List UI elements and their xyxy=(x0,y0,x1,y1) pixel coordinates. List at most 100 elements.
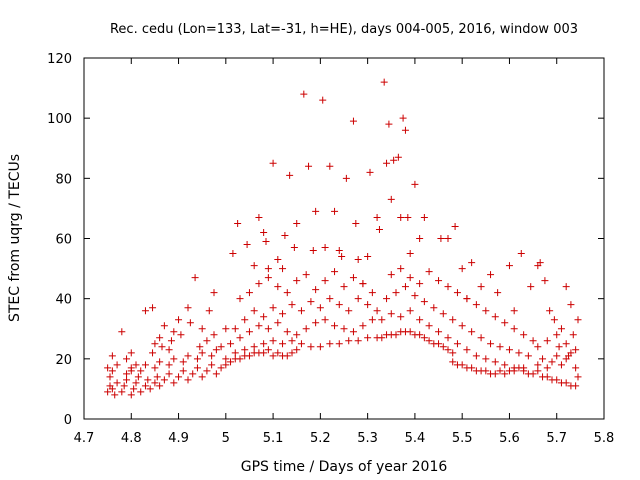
data-point xyxy=(250,343,258,351)
data-point xyxy=(482,367,490,375)
data-point xyxy=(321,244,329,252)
data-point xyxy=(269,337,277,345)
data-point xyxy=(191,274,199,282)
data-point xyxy=(283,289,291,297)
data-point xyxy=(234,219,242,227)
data-point xyxy=(290,244,298,252)
data-point xyxy=(293,331,301,339)
data-point xyxy=(120,382,128,390)
data-point xyxy=(227,340,235,348)
data-point xyxy=(132,361,140,369)
data-point xyxy=(274,319,282,327)
data-point xyxy=(331,268,339,276)
data-point xyxy=(231,349,239,357)
data-point xyxy=(401,126,409,134)
data-point xyxy=(453,340,461,348)
data-point xyxy=(130,385,138,393)
data-point xyxy=(453,289,461,297)
data-point xyxy=(326,340,334,348)
data-point xyxy=(444,235,452,242)
data-point xyxy=(352,219,360,227)
data-point xyxy=(210,289,218,297)
data-point xyxy=(179,358,187,366)
data-point xyxy=(468,259,476,267)
data-point xyxy=(546,307,554,315)
data-point xyxy=(373,213,381,221)
data-point xyxy=(241,346,249,354)
data-point xyxy=(562,283,570,291)
data-point xyxy=(274,349,282,357)
x-tick-label: 5.1 xyxy=(263,431,284,446)
data-point xyxy=(406,328,414,336)
data-point xyxy=(477,334,485,342)
data-point xyxy=(411,292,419,300)
data-point xyxy=(283,328,291,336)
data-point xyxy=(264,274,272,282)
data-point xyxy=(198,373,206,381)
data-point xyxy=(349,328,357,336)
data-point xyxy=(444,346,452,354)
data-point xyxy=(340,325,348,333)
data-point xyxy=(449,349,457,357)
data-point xyxy=(378,316,386,324)
data-point xyxy=(127,349,135,357)
x-tick-label: 5.8 xyxy=(594,431,615,446)
data-point xyxy=(496,343,504,351)
data-point xyxy=(444,334,452,342)
data-point xyxy=(359,322,367,330)
data-point xyxy=(286,171,294,179)
data-point xyxy=(281,231,289,239)
y-tick-label: 40 xyxy=(55,293,72,308)
data-point xyxy=(264,346,272,354)
data-point xyxy=(283,352,291,360)
data-point xyxy=(151,340,159,348)
data-point xyxy=(312,207,320,215)
data-point xyxy=(269,304,277,312)
data-point xyxy=(562,379,570,387)
data-point xyxy=(184,352,192,360)
data-point xyxy=(397,313,405,321)
data-point xyxy=(269,352,277,360)
data-point xyxy=(494,289,502,297)
data-point xyxy=(430,304,438,312)
data-point xyxy=(543,364,551,372)
data-point xyxy=(574,373,582,381)
data-point xyxy=(380,78,388,86)
data-point xyxy=(562,340,570,348)
data-point xyxy=(458,265,466,273)
data-point xyxy=(302,325,310,333)
data-point xyxy=(279,265,287,273)
data-point xyxy=(435,340,443,348)
data-point xyxy=(501,370,509,378)
data-point xyxy=(151,364,159,372)
data-point xyxy=(572,346,580,354)
data-point xyxy=(392,289,400,297)
data-point xyxy=(487,340,495,348)
data-point xyxy=(108,367,116,375)
data-point xyxy=(439,310,447,318)
data-point xyxy=(491,313,499,321)
x-tick-label: 5.4 xyxy=(405,431,426,446)
data-point xyxy=(368,289,376,297)
data-point xyxy=(175,316,183,324)
data-point xyxy=(165,361,173,369)
data-point xyxy=(170,328,178,336)
data-point xyxy=(193,364,201,372)
data-point xyxy=(335,247,343,255)
data-point xyxy=(175,373,183,381)
data-point xyxy=(144,376,152,384)
data-point xyxy=(160,376,168,384)
data-point xyxy=(383,295,391,303)
data-point xyxy=(404,213,412,221)
data-point xyxy=(165,346,173,354)
data-point xyxy=(118,388,126,396)
data-point xyxy=(241,316,249,324)
data-point xyxy=(491,358,499,366)
data-point xyxy=(505,346,513,354)
data-point xyxy=(288,349,296,357)
data-point xyxy=(557,361,565,369)
data-points xyxy=(104,78,582,399)
data-point xyxy=(307,343,315,351)
data-point xyxy=(250,262,258,270)
